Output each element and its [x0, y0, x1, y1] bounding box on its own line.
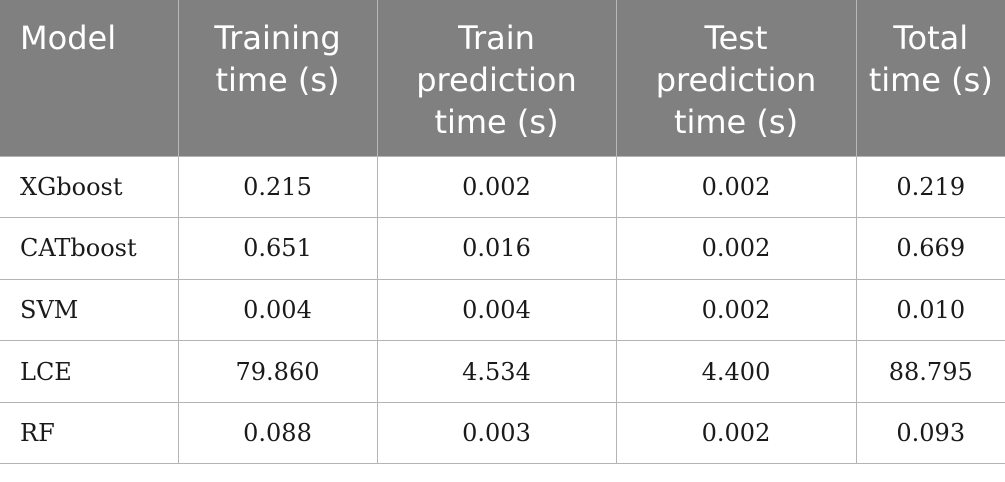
cell-test-prediction-time: 4.400	[615, 340, 856, 403]
results-table-container: Model Training time (s) Train prediction…	[0, 0, 1005, 465]
cell-total-time: 0.093	[855, 402, 1005, 465]
cell-test-prediction-time: 0.002	[615, 402, 856, 465]
cell-train-prediction-time: 0.016	[376, 217, 616, 280]
cell-train-prediction-time: 0.003	[376, 402, 616, 465]
cell-total-time: 88.795	[855, 340, 1005, 403]
header-test-prediction-time: Test prediction time (s)	[615, 0, 856, 156]
cell-model: CATboost	[0, 217, 178, 280]
cell-train-prediction-time: 0.004	[376, 279, 616, 342]
cell-model: RF	[0, 402, 178, 465]
cell-training-time: 0.215	[177, 155, 377, 219]
cell-total-time: 0.669	[855, 217, 1005, 280]
table-header: Model Training time (s) Train prediction…	[0, 0, 1005, 156]
header-row: Model Training time (s) Train prediction…	[0, 0, 1005, 156]
cell-test-prediction-time: 0.002	[615, 279, 856, 342]
header-training-time: Training time (s)	[177, 0, 377, 156]
table-body: XGboost 0.215 0.002 0.002 0.219 CATboost…	[0, 155, 1005, 465]
model-timing-table: Model Training time (s) Train prediction…	[0, 0, 1005, 465]
cell-training-time: 0.651	[177, 217, 377, 280]
header-train-prediction-time: Train prediction time (s)	[376, 0, 616, 156]
table-row: LCE 79.860 4.534 4.400 88.795	[0, 340, 1005, 403]
header-total-time: Total time (s)	[855, 0, 1005, 156]
cell-model: SVM	[0, 279, 178, 342]
cell-model: XGboost	[0, 155, 178, 219]
cell-test-prediction-time: 0.002	[615, 155, 856, 219]
cell-training-time: 79.860	[177, 340, 377, 403]
cell-training-time: 0.004	[177, 279, 377, 342]
table-row: RF 0.088 0.003 0.002 0.093	[0, 402, 1005, 465]
table-row: XGboost 0.215 0.002 0.002 0.219	[0, 155, 1005, 219]
cell-total-time: 0.219	[855, 155, 1005, 219]
header-model: Model	[0, 0, 178, 156]
cell-train-prediction-time: 0.002	[376, 155, 616, 219]
cell-total-time: 0.010	[855, 279, 1005, 342]
cell-test-prediction-time: 0.002	[615, 217, 856, 280]
table-row: CATboost 0.651 0.016 0.002 0.669	[0, 217, 1005, 280]
table-row: SVM 0.004 0.004 0.002 0.010	[0, 279, 1005, 342]
cell-train-prediction-time: 4.534	[376, 340, 616, 403]
cell-model: LCE	[0, 340, 178, 403]
cell-training-time: 0.088	[177, 402, 377, 465]
